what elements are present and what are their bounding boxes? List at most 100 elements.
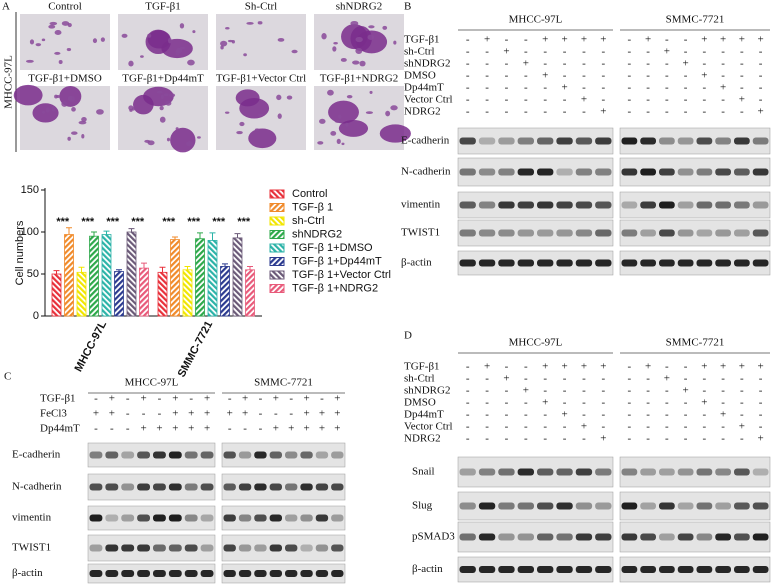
legend-label: TGF-β 1+NDRG2 xyxy=(292,282,378,294)
band xyxy=(238,483,252,491)
band xyxy=(575,468,593,476)
band xyxy=(269,514,282,522)
band xyxy=(498,168,515,176)
lane-sign: + xyxy=(523,58,529,70)
band xyxy=(537,533,554,541)
y-tick-label: 50 xyxy=(27,268,39,280)
lane-sign: - xyxy=(703,46,707,58)
treatment-label: sh-Ctrl xyxy=(404,46,435,58)
cell xyxy=(340,57,347,62)
band xyxy=(752,468,769,476)
cell xyxy=(277,37,285,42)
cell xyxy=(239,121,245,127)
cell xyxy=(328,100,359,124)
lane-sign: - xyxy=(601,70,605,82)
bar xyxy=(170,239,180,317)
band xyxy=(285,483,298,491)
x-tick-label: SMMC-7721 xyxy=(176,319,216,379)
lane-sign: - xyxy=(684,70,688,82)
lane-sign: - xyxy=(126,408,130,420)
lane-sign: - xyxy=(721,385,725,397)
band xyxy=(595,229,612,237)
lane-sign: - xyxy=(703,94,707,106)
band xyxy=(537,229,554,237)
band xyxy=(595,533,612,541)
lane-sign: - xyxy=(601,373,605,385)
band xyxy=(315,514,329,522)
lane-sign: - xyxy=(703,58,707,70)
lane-sign: - xyxy=(466,58,470,70)
cell xyxy=(350,21,359,26)
lane-sign: - xyxy=(684,82,688,94)
band xyxy=(715,201,731,209)
cell xyxy=(291,49,298,54)
lane-sign: - xyxy=(563,70,567,82)
lane-sign: - xyxy=(563,433,567,445)
band xyxy=(595,566,612,573)
legend-swatch xyxy=(269,257,285,266)
band xyxy=(575,259,593,267)
lane-sign: - xyxy=(485,46,489,58)
lane-sign: - xyxy=(582,82,586,94)
lane-sign: - xyxy=(243,423,247,435)
lane-sign: + xyxy=(542,397,548,409)
cell xyxy=(341,142,345,146)
lane-sign: + xyxy=(140,393,146,405)
band xyxy=(137,544,150,552)
band xyxy=(659,533,675,541)
cell xyxy=(257,21,263,25)
cell xyxy=(170,127,196,153)
band xyxy=(498,137,515,145)
cell xyxy=(58,60,63,65)
cell xyxy=(359,60,366,67)
lane-sign: - xyxy=(665,34,669,46)
band xyxy=(575,137,593,145)
band xyxy=(459,468,476,476)
lane-sign: - xyxy=(524,70,528,82)
band xyxy=(478,168,496,176)
cell xyxy=(159,105,164,111)
lane-sign: - xyxy=(665,421,669,433)
lane-sign: - xyxy=(703,106,707,118)
cell xyxy=(385,110,391,117)
lane-sign: - xyxy=(628,46,632,58)
band xyxy=(734,137,750,145)
lane-sign: - xyxy=(665,70,669,82)
cell xyxy=(355,36,363,43)
lane-sign: - xyxy=(665,385,669,397)
lane-sign: - xyxy=(628,82,632,94)
band xyxy=(200,544,214,552)
cell xyxy=(246,22,254,25)
lane-sign: - xyxy=(524,106,528,118)
lane-sign: + xyxy=(561,82,567,94)
band xyxy=(238,451,252,459)
cell xyxy=(355,47,363,54)
lane-sign: - xyxy=(646,409,650,421)
band xyxy=(269,451,282,459)
lane-sign: - xyxy=(505,94,509,106)
lane-sign: - xyxy=(259,393,263,405)
lane-sign: - xyxy=(466,34,470,46)
band xyxy=(734,259,750,267)
protein-label: β-actin xyxy=(412,563,443,575)
lane-sign: - xyxy=(543,94,547,106)
blot-membrane xyxy=(619,219,771,247)
band xyxy=(556,468,573,476)
lane-sign: - xyxy=(524,82,528,94)
protein-label: vimentin xyxy=(12,512,52,524)
cell xyxy=(276,94,282,101)
cell xyxy=(319,118,326,124)
lane-sign: - xyxy=(646,373,650,385)
cell xyxy=(96,109,104,115)
cell xyxy=(192,30,196,34)
lane-sign: - xyxy=(289,393,293,405)
lane-sign: - xyxy=(142,408,146,420)
band xyxy=(478,566,496,573)
lane-sign: + xyxy=(273,423,279,435)
cell xyxy=(25,59,34,63)
band xyxy=(137,451,150,459)
cell xyxy=(66,48,72,52)
lane-sign: - xyxy=(563,46,567,58)
band xyxy=(517,502,534,510)
treatment-label: DMSO xyxy=(404,70,436,82)
